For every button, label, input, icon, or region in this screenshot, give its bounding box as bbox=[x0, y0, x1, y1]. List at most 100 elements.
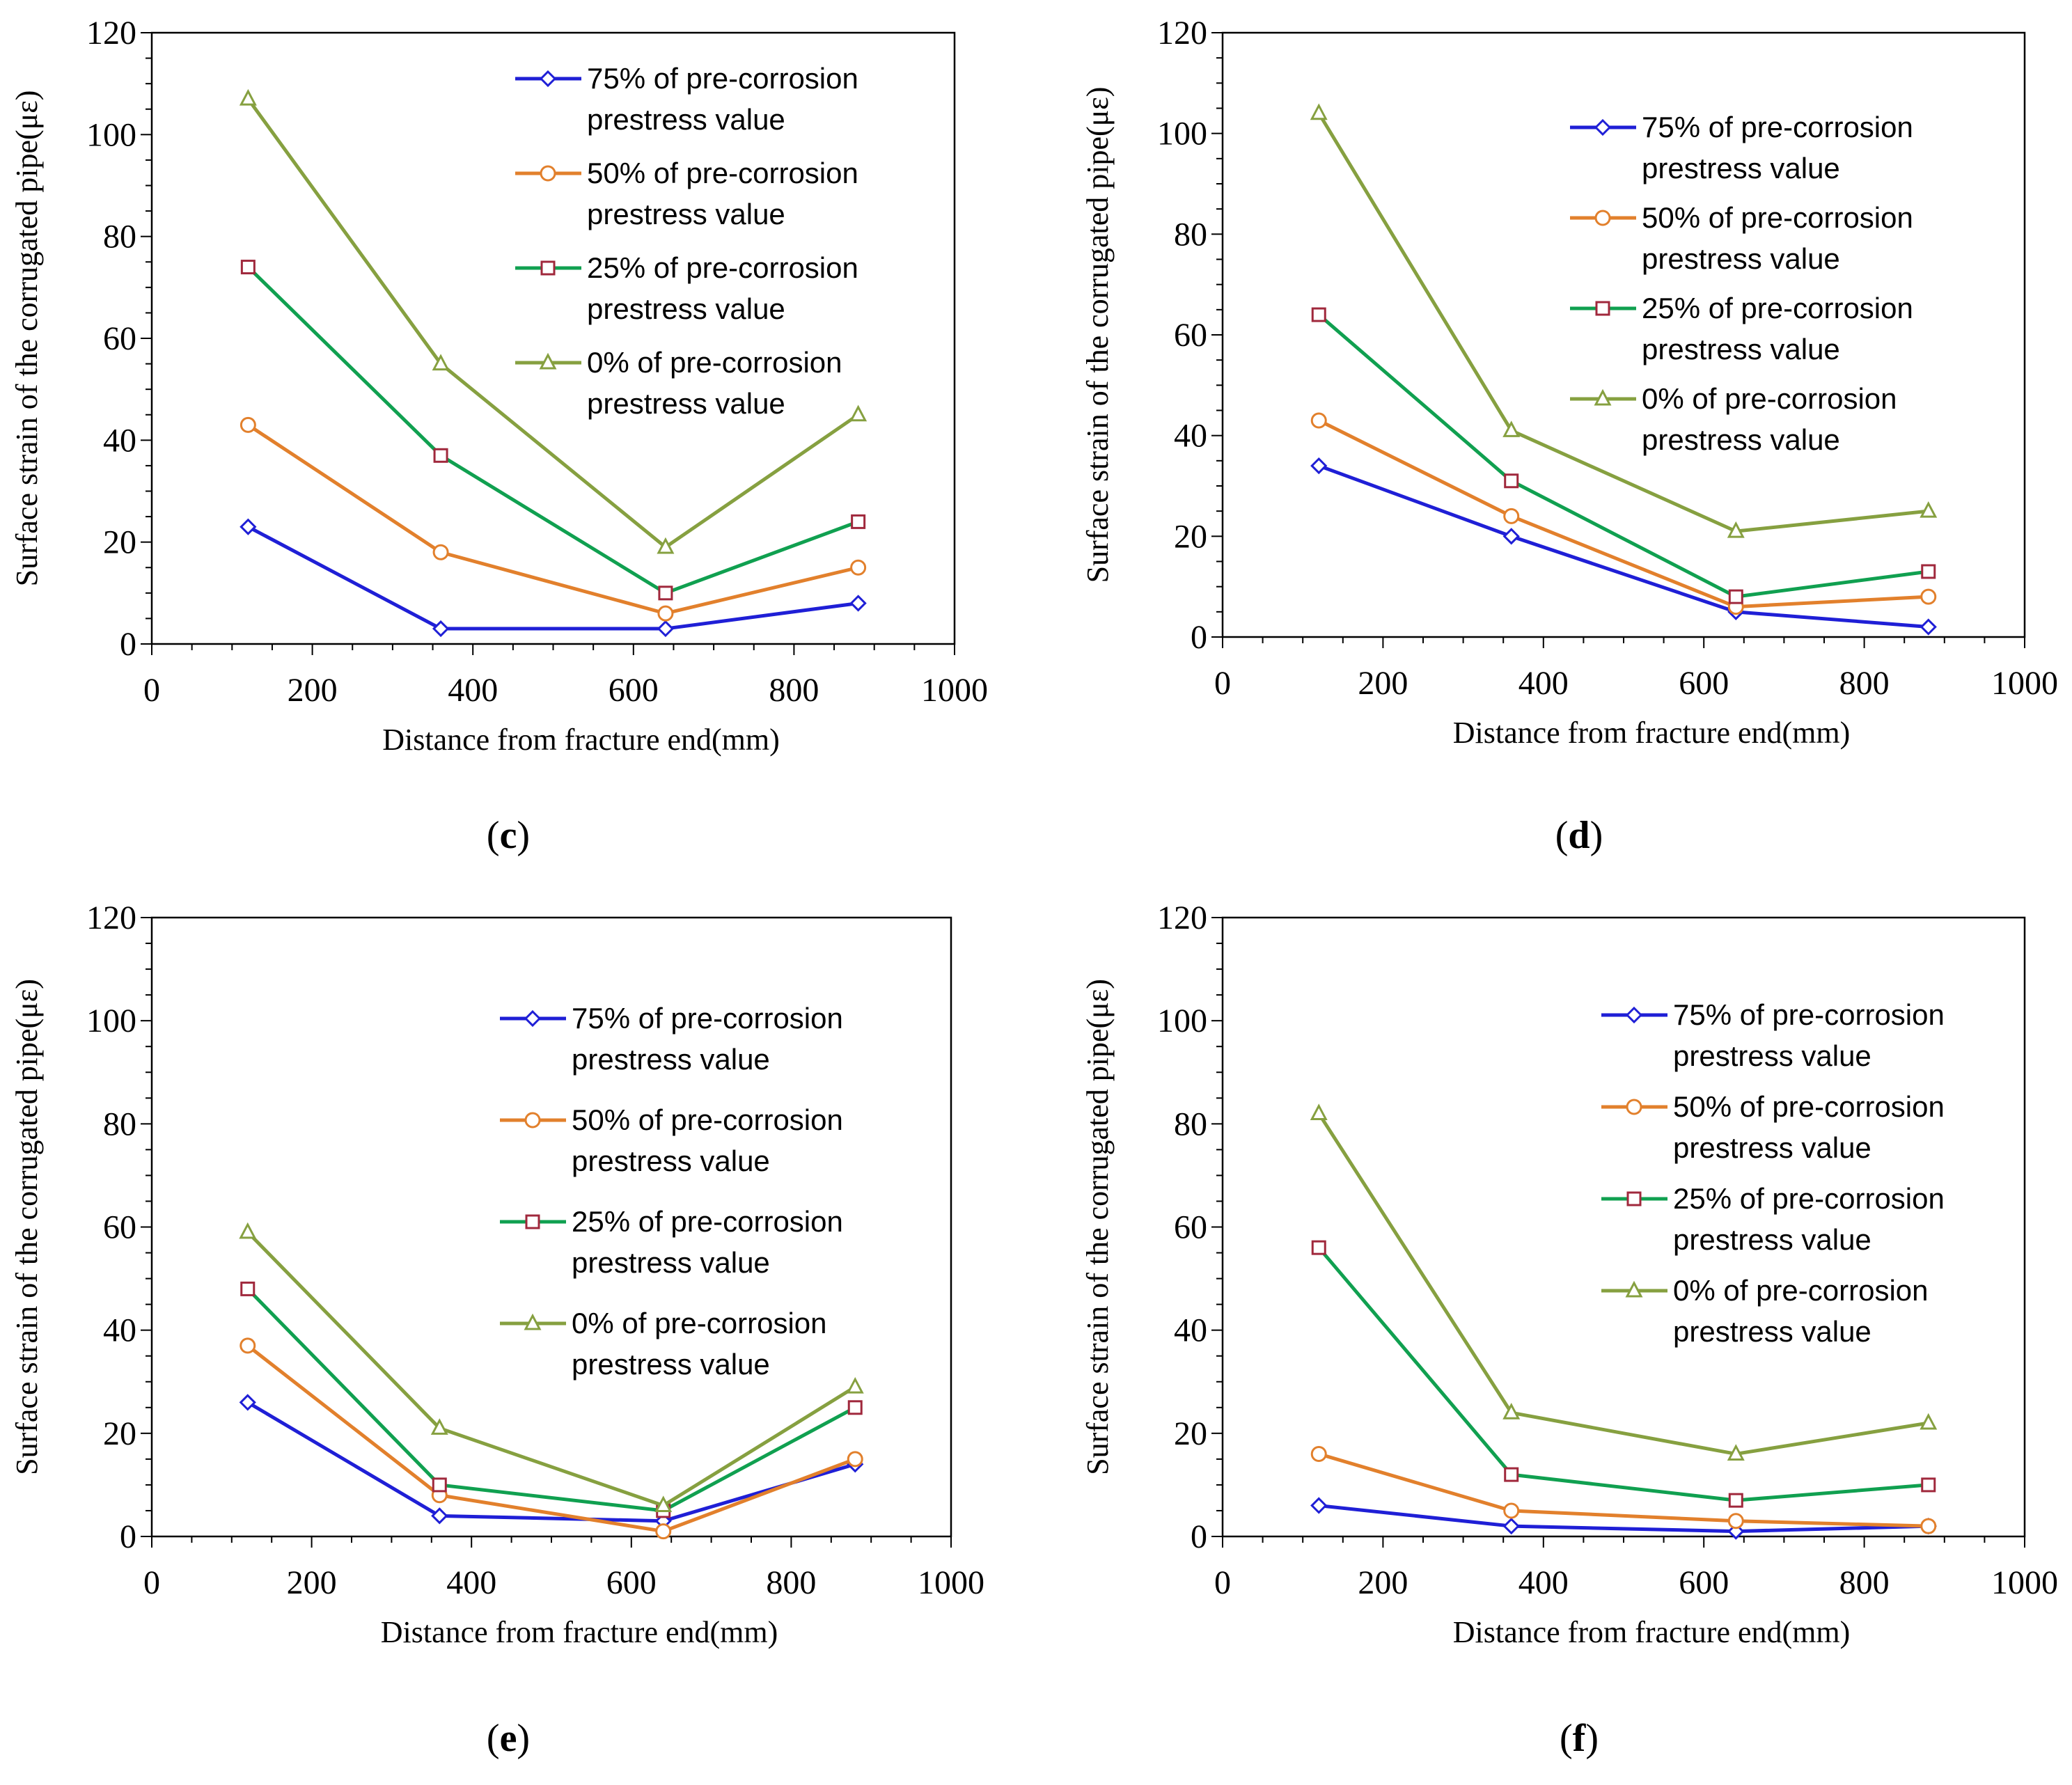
data-point bbox=[1920, 501, 1938, 518]
data-point bbox=[1311, 1240, 1326, 1255]
data-point bbox=[849, 595, 867, 612]
legend-marker bbox=[524, 1009, 542, 1028]
y-tick-label: 60 bbox=[103, 1209, 136, 1246]
data-point bbox=[657, 537, 675, 554]
x-tick-label: 1000 bbox=[918, 1564, 984, 1601]
data-point bbox=[240, 1337, 256, 1354]
y-tick-label: 60 bbox=[103, 320, 136, 357]
data-point bbox=[1311, 307, 1326, 322]
chart-panel-f: 0 200 400 600 800 1000 0 20 40 60 80 100 120 Distance… bbox=[1081, 899, 2058, 1649]
x-tick-label: 200 bbox=[287, 1564, 337, 1601]
data-point bbox=[1310, 1103, 1328, 1121]
data-point bbox=[846, 1376, 864, 1394]
series-line bbox=[1317, 1246, 1929, 1502]
y-tick-label: 40 bbox=[1174, 418, 1207, 455]
data-point bbox=[432, 544, 449, 560]
legend-label: 50% of pre-corrosion bbox=[1673, 1090, 1945, 1123]
data-point bbox=[1504, 473, 1519, 489]
data-point bbox=[1503, 1502, 1520, 1519]
legend-label: 75% of pre-corrosion bbox=[587, 62, 858, 95]
series-line bbox=[246, 423, 859, 615]
data-point bbox=[1502, 1402, 1521, 1420]
data-point bbox=[847, 1400, 863, 1415]
x-tick-label: 600 bbox=[1679, 665, 1729, 702]
y-tick-label: 100 bbox=[86, 116, 136, 153]
legend-marker bbox=[540, 260, 556, 276]
data-point bbox=[849, 404, 868, 422]
legend-marker bbox=[1595, 301, 1610, 316]
legend-label: 0% of pre-corrosion bbox=[1642, 382, 1897, 415]
y-tick-label: 80 bbox=[1174, 1106, 1207, 1142]
x-tick-label: 200 bbox=[1358, 1564, 1408, 1601]
legend-marker bbox=[1594, 118, 1612, 136]
legend-label: 0% of pre-corrosion bbox=[1673, 1274, 1929, 1307]
series-line bbox=[1317, 112, 1929, 533]
data-point bbox=[1310, 457, 1328, 475]
legend-marker bbox=[524, 1112, 541, 1129]
y-axis-label: Surface strain of the corrugated pipe(με… bbox=[10, 979, 44, 1475]
x-tick-label: 800 bbox=[1839, 1564, 1890, 1601]
data-point bbox=[432, 354, 450, 371]
x-tick-label: 0 bbox=[1214, 665, 1231, 702]
y-tick-label: 100 bbox=[1157, 116, 1207, 152]
legend-label: 50% of pre-corrosion bbox=[1642, 201, 1913, 234]
data-point bbox=[239, 1222, 257, 1239]
y-tick-label: 20 bbox=[103, 524, 136, 561]
series-line bbox=[246, 97, 860, 549]
data-point bbox=[431, 1507, 448, 1525]
legend-label: prestress value bbox=[572, 1145, 770, 1177]
panel-label-e: (e) bbox=[486, 1717, 531, 1760]
x-tick-label: 1000 bbox=[921, 672, 988, 709]
x-tick-label: 600 bbox=[1679, 1564, 1729, 1601]
panel-label-f: (f) bbox=[1560, 1717, 1599, 1760]
legend-label: 25% of pre-corrosion bbox=[572, 1205, 843, 1238]
legend-label: prestress value bbox=[572, 1043, 770, 1076]
y-tick-label: 20 bbox=[103, 1415, 136, 1452]
data-point bbox=[1310, 1445, 1327, 1462]
data-point bbox=[240, 518, 257, 535]
plot-frame bbox=[150, 31, 956, 645]
y-tick-label: 60 bbox=[1174, 317, 1207, 354]
legend-marker bbox=[1594, 388, 1612, 406]
y-tick-label: 100 bbox=[1157, 1002, 1207, 1039]
chart-panel-e: 0 200 400 600 800 1000 0 20 40 60 80 100 120 Distance… bbox=[10, 899, 984, 1649]
y-tick-label: 40 bbox=[1174, 1312, 1207, 1349]
series-line bbox=[246, 265, 859, 595]
legend-label: prestress value bbox=[572, 1246, 770, 1279]
x-tick-label: 1000 bbox=[1991, 665, 2058, 702]
legend-marker bbox=[1625, 1006, 1643, 1024]
data-point bbox=[433, 448, 448, 463]
data-point bbox=[1920, 1413, 1938, 1430]
series-line bbox=[1317, 313, 1929, 599]
data-point bbox=[851, 514, 866, 529]
legend-label: prestress value bbox=[1642, 333, 1840, 365]
x-tick-label: 600 bbox=[606, 1564, 657, 1601]
series-line bbox=[1318, 464, 1929, 629]
legend-label: prestress value bbox=[587, 103, 785, 136]
chart-panel-d: 0 200 400 600 800 1000 0 20 40 60 80 100 120 Distance… bbox=[1081, 15, 2058, 750]
y-tick-label: 20 bbox=[1174, 1415, 1207, 1452]
legend-marker bbox=[1594, 210, 1611, 226]
y-tick-label: 20 bbox=[1174, 518, 1207, 555]
data-point bbox=[1310, 103, 1328, 120]
data-point bbox=[1502, 420, 1521, 437]
x-tick-label: 400 bbox=[1518, 1564, 1569, 1601]
legend-label: 75% of pre-corrosion bbox=[1642, 111, 1913, 143]
data-point bbox=[1727, 521, 1745, 538]
legend-label: prestress value bbox=[1642, 152, 1840, 184]
legend-label: prestress value bbox=[587, 292, 785, 325]
data-point bbox=[240, 416, 256, 433]
y-tick-label: 120 bbox=[86, 15, 136, 52]
legend-marker bbox=[539, 352, 557, 370]
x-tick-label: 200 bbox=[1358, 665, 1408, 702]
x-tick-label: 800 bbox=[769, 672, 819, 709]
legend-label: prestress value bbox=[587, 387, 785, 420]
series-line bbox=[246, 1287, 856, 1513]
legend-label: 50% of pre-corrosion bbox=[572, 1103, 843, 1136]
y-tick-label: 80 bbox=[1174, 216, 1207, 253]
y-tick-label: 80 bbox=[103, 219, 136, 255]
data-point bbox=[850, 559, 867, 576]
x-axis-label: Distance from fracture end(mm) bbox=[1453, 1615, 1851, 1649]
x-tick-label: 200 bbox=[288, 672, 338, 709]
